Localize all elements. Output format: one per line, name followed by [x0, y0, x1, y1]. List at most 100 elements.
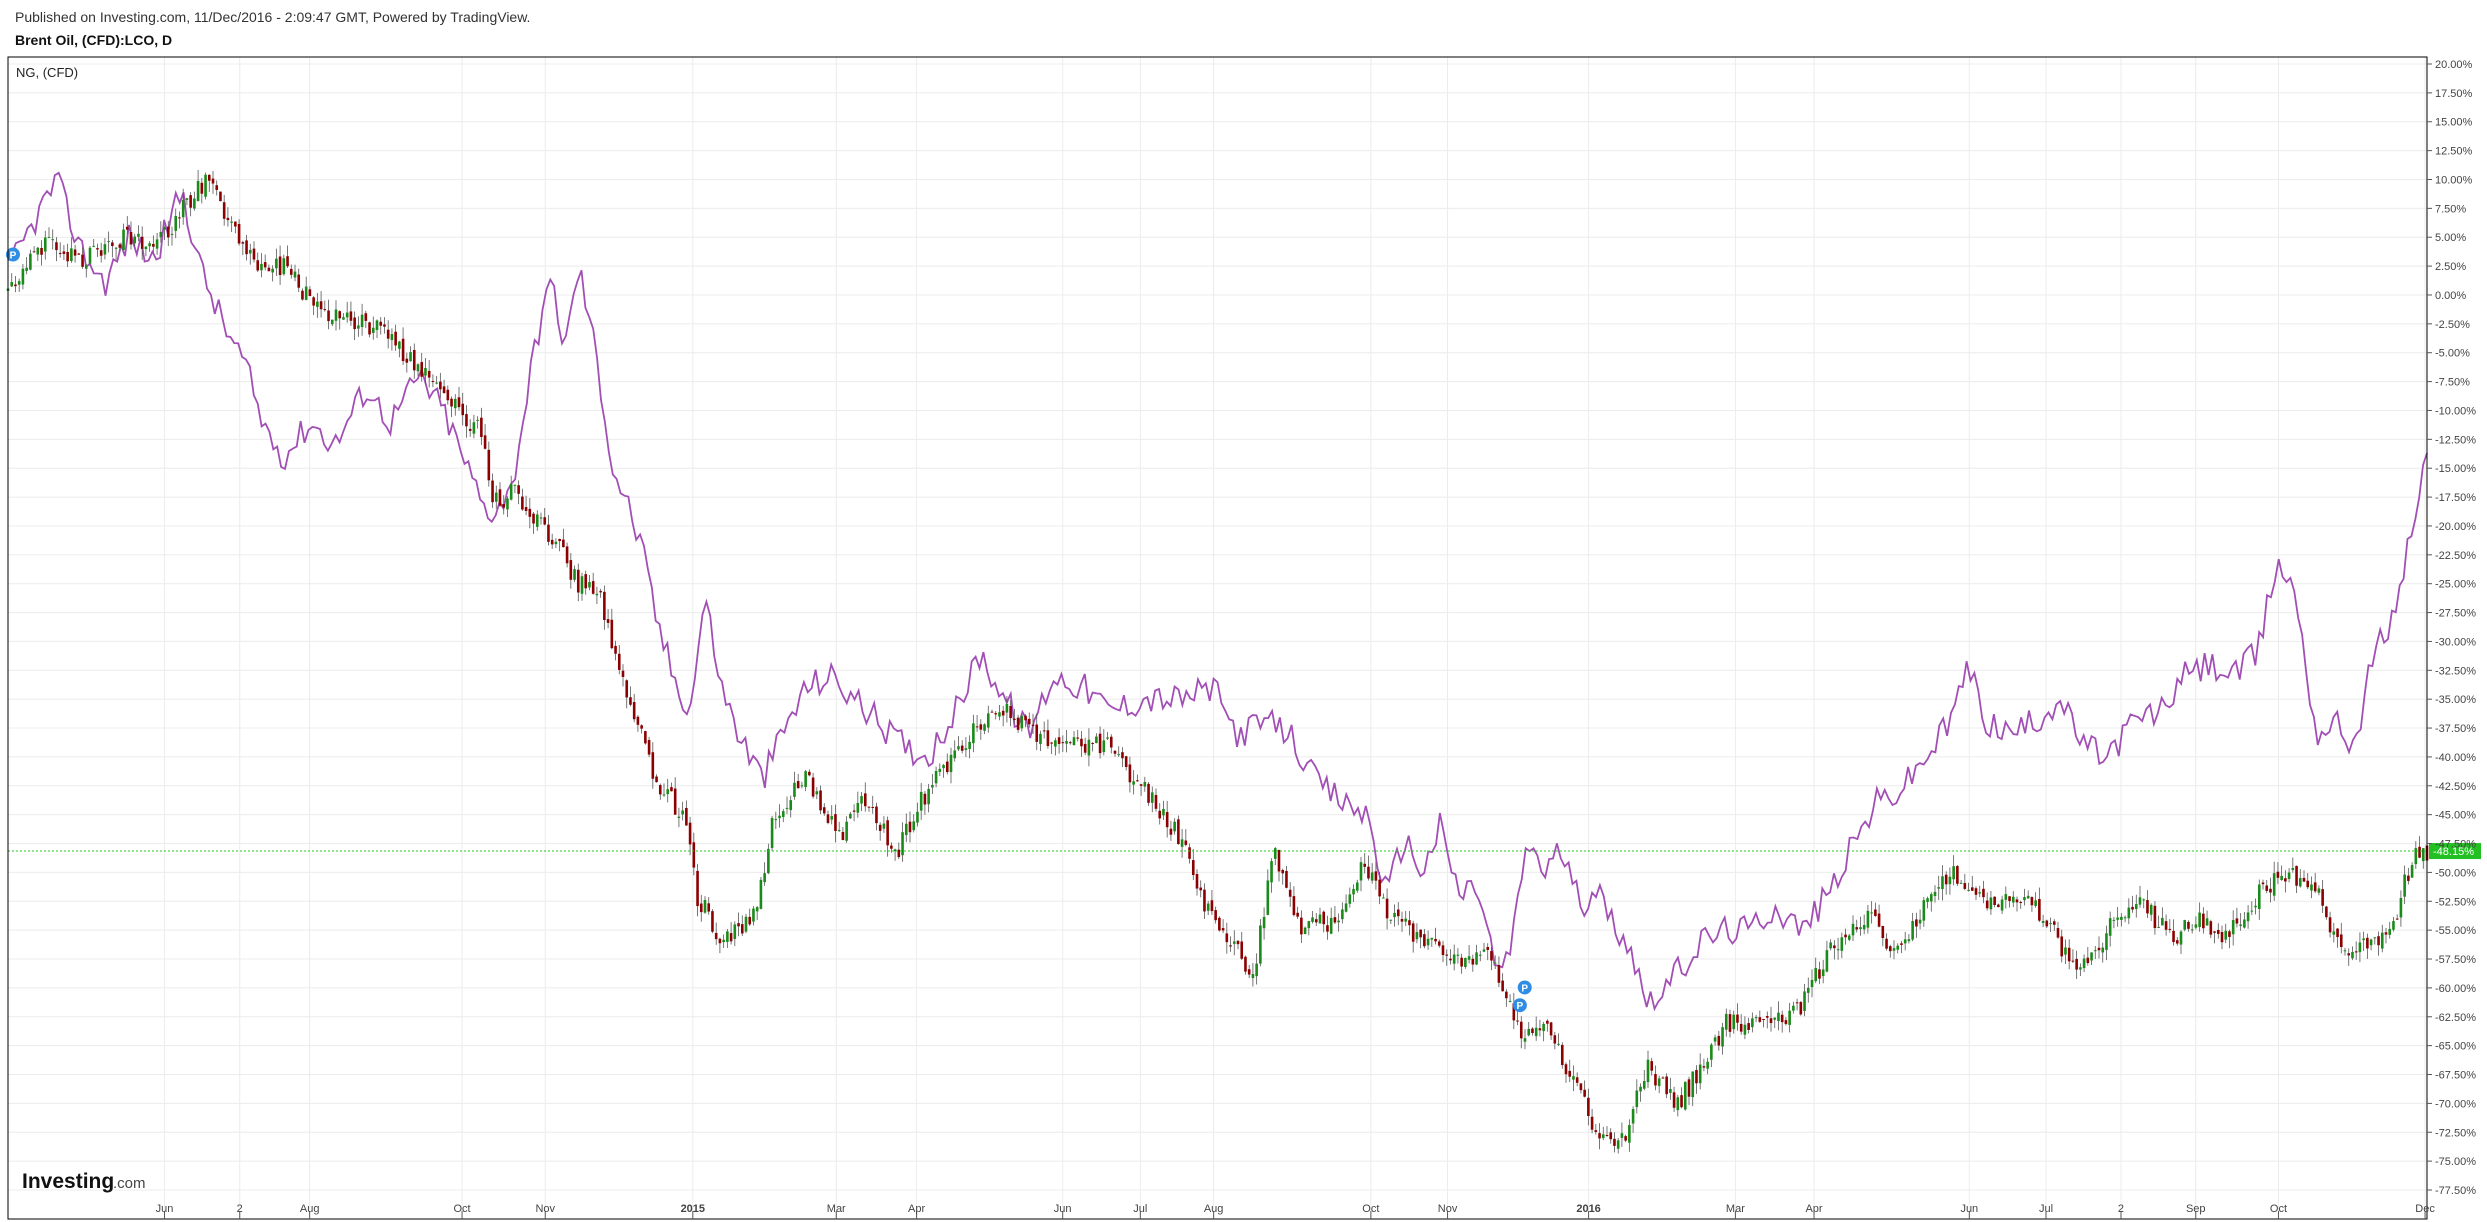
candle-body: [371, 327, 375, 333]
candle-body: [368, 322, 371, 335]
y-tick-label: -35.00%: [2435, 694, 2476, 706]
candle-body: [2008, 896, 2011, 902]
candle-body: [2015, 899, 2019, 903]
candle-body: [1847, 935, 1851, 940]
candle-body: [2261, 882, 2265, 885]
candle-body: [1851, 923, 1855, 936]
candle-body: [2377, 936, 2380, 946]
candle-body: [1020, 715, 1024, 729]
candle-body: [342, 317, 345, 320]
candle-body: [241, 242, 245, 244]
candle-body: [744, 916, 748, 932]
candle-body: [2339, 934, 2343, 948]
candle-body: [1154, 794, 1158, 809]
chart-title: Brent Oil, (CFD):LCO, D: [15, 32, 173, 48]
candle-body: [2086, 957, 2090, 964]
candle-body: [88, 247, 92, 264]
candle-body: [830, 816, 834, 820]
investing-logo[interactable]: Investing .com: [22, 1170, 146, 1193]
candle-body: [1273, 848, 1277, 859]
candle-body: [1680, 1095, 1683, 1108]
candle-body: [1616, 1140, 1620, 1149]
candle-body: [733, 924, 737, 939]
candle-body: [1557, 1043, 1560, 1045]
y-tick-label: 12.50%: [2435, 146, 2473, 158]
candle-body: [487, 449, 491, 481]
candle-body: [133, 236, 137, 244]
candle-body: [1188, 847, 1191, 859]
candle-body: [893, 849, 897, 852]
candle-body: [353, 317, 356, 330]
candle-body: [800, 785, 804, 787]
candle-body: [1329, 917, 1333, 934]
candle-body: [528, 508, 532, 517]
candle-body: [2056, 928, 2060, 938]
grid-lines: [8, 57, 2427, 1219]
candle-body: [1974, 888, 1978, 895]
candle-body: [1985, 900, 1989, 909]
candle-body: [1844, 934, 1847, 938]
candle-body: [2369, 939, 2373, 946]
candle-body: [174, 216, 178, 231]
candle-body: [2105, 933, 2108, 950]
event-marker[interactable]: [1517, 980, 1532, 995]
candle-body: [808, 771, 811, 776]
candle-body: [2131, 906, 2134, 910]
candle-body: [1590, 1116, 1594, 1130]
candle-body: [29, 253, 32, 270]
candle-body: [826, 814, 830, 823]
candle-body: [1430, 937, 1434, 940]
y-tick-label: -45.00%: [2435, 810, 2476, 822]
candle-body: [1408, 920, 1411, 926]
candle-body: [1266, 880, 1270, 915]
candle-body: [632, 701, 636, 720]
candle-body: [521, 496, 524, 510]
candle-body: [2246, 912, 2250, 922]
candle-body: [1158, 810, 1162, 819]
candle-body: [453, 398, 457, 409]
candle-body: [1355, 882, 1359, 891]
candle-body: [1255, 963, 1258, 977]
y-tick-label: 20.00%: [2435, 59, 2473, 71]
candle-body: [2384, 932, 2388, 935]
candle-body: [435, 382, 438, 384]
candle-body: [1411, 923, 1415, 942]
candle-body: [84, 265, 88, 269]
candle-body: [554, 541, 558, 545]
candle-body: [2231, 920, 2235, 935]
candle-body: [2358, 942, 2362, 953]
candle-body: [51, 239, 55, 241]
candle-body: [1650, 1061, 1654, 1071]
candle-body: [2388, 928, 2392, 935]
candle-body: [1013, 718, 1016, 720]
event-marker[interactable]: [1512, 998, 1527, 1013]
candle-body: [901, 832, 904, 856]
candle-body: [1262, 916, 1266, 929]
candle-body: [670, 787, 673, 792]
candle-body: [1512, 1003, 1516, 1021]
candle-body: [591, 581, 595, 594]
candle-body: [1016, 717, 1020, 730]
candle-body: [2161, 917, 2164, 926]
candle-body: [1415, 932, 1419, 940]
candle-body: [1635, 1090, 1639, 1108]
y-tick-label: 5.00%: [2435, 232, 2466, 244]
candle-body: [1546, 1020, 1549, 1024]
candle-body: [1754, 1017, 1758, 1019]
candle-body: [1218, 917, 1221, 931]
candle-body: [1132, 781, 1135, 785]
candle-body: [539, 517, 543, 519]
candle-body: [1270, 861, 1273, 883]
candle-body: [2075, 958, 2078, 970]
y-tick-label: -65.00%: [2435, 1041, 2476, 1053]
candle-body: [1724, 1013, 1728, 1030]
candle-body: [248, 249, 252, 254]
y-tick-label: -72.50%: [2435, 1127, 2476, 1139]
event-marker[interactable]: [6, 247, 20, 262]
candle-body: [2146, 900, 2149, 914]
y-tick-label: -12.50%: [2435, 434, 2476, 446]
candle-body: [1575, 1077, 1579, 1083]
candle-body: [2257, 884, 2261, 910]
candle-body: [1281, 869, 1285, 874]
